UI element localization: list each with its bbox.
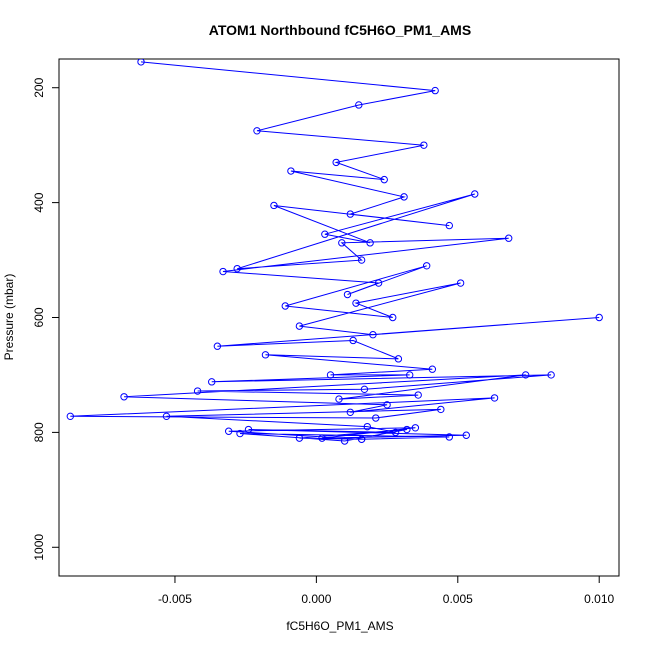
data-point [400, 193, 408, 201]
data-point [360, 385, 369, 394]
data-point [261, 351, 270, 359]
y-tick-label: 200 [32, 77, 46, 97]
data-point [521, 371, 530, 379]
series-layer [66, 59, 603, 445]
data-point [547, 371, 555, 379]
data-point [287, 167, 295, 175]
y-axis-label: Pressure (mbar) [2, 274, 16, 361]
data-point [332, 158, 340, 167]
data-point [349, 336, 357, 345]
data-point [318, 434, 326, 442]
data-point [326, 371, 335, 379]
x-tick-label: 0.005 [443, 592, 473, 606]
y-tick-label: 800 [32, 422, 46, 442]
y-tick-label: 400 [32, 192, 46, 212]
data-point [414, 391, 422, 399]
plot-frame [58, 58, 620, 577]
data-point [471, 190, 479, 198]
x-tick-label: -0.005 [158, 592, 192, 606]
data-point [295, 322, 304, 330]
chart-title: ATOM1 Northbound fC5H6O_PM1_AMS [209, 22, 471, 38]
data-point [346, 408, 355, 416]
data-point [374, 279, 383, 287]
data-point [66, 412, 75, 421]
data-point [233, 264, 241, 273]
data-point [445, 433, 454, 441]
data-point [340, 437, 349, 445]
data-point [253, 127, 261, 135]
data-point [389, 313, 397, 322]
data-point [281, 302, 289, 310]
data-point [219, 267, 227, 276]
data-point [383, 401, 391, 409]
data-point [343, 290, 352, 299]
data-point [422, 262, 431, 270]
data-point [428, 365, 437, 373]
data-point [352, 299, 360, 307]
data-point [162, 412, 171, 421]
data-point [490, 394, 499, 402]
data-point [380, 175, 388, 184]
data-point [411, 424, 420, 432]
data-point [321, 230, 329, 238]
data-point [137, 59, 145, 66]
data-point [295, 434, 304, 442]
data-point [120, 393, 128, 401]
data-point [504, 234, 513, 242]
x-tick-label: 0.010 [584, 592, 614, 606]
data-point [394, 355, 403, 363]
data-point [338, 239, 346, 247]
data-point [224, 427, 233, 435]
data-point [193, 387, 202, 395]
data-point [406, 371, 414, 379]
data-point [357, 256, 366, 264]
data-point [363, 422, 371, 431]
series-line [70, 61, 600, 442]
y-axis: 200 400 600 800 1000 [32, 77, 60, 561]
data-point [369, 331, 377, 339]
data-point [403, 425, 411, 434]
data-point [366, 239, 374, 247]
x-tick-label: 0.000 [301, 592, 331, 606]
data-point [445, 221, 454, 230]
data-point [270, 201, 278, 210]
data-point [431, 86, 439, 95]
data-point [346, 210, 355, 218]
data-point [335, 395, 343, 403]
y-tick-label: 1000 [32, 534, 46, 561]
data-point [595, 313, 603, 322]
data-point [208, 378, 216, 386]
data-point [236, 429, 244, 438]
data-point [244, 425, 253, 434]
x-axis-label: fC5H6O_PM1_AMS [286, 619, 393, 633]
y-tick-label: 600 [32, 307, 46, 327]
data-point [372, 414, 380, 422]
data-point [357, 435, 366, 443]
data-point [462, 431, 470, 439]
data-point [456, 279, 465, 287]
data-point [391, 428, 400, 437]
data-point [420, 141, 428, 149]
data-point [437, 405, 445, 414]
data-point [213, 342, 222, 350]
data-point [355, 101, 363, 109]
x-axis: -0.005 0.000 0.005 0.010 [158, 575, 615, 606]
